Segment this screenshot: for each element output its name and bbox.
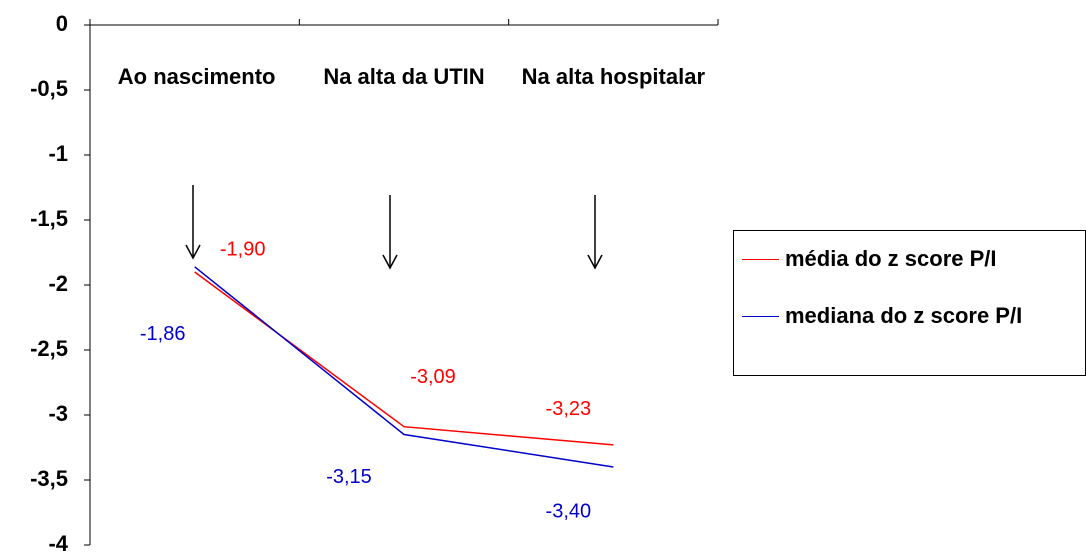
x-tick-label: Na alta hospitalar — [521, 64, 706, 89]
y-tick-label: -4 — [48, 531, 68, 556]
arrow-head — [382, 254, 398, 270]
y-tick-label: -2,5 — [30, 336, 68, 361]
arrows — [185, 185, 603, 270]
value-label: -3,40 — [546, 500, 592, 522]
x-tick-label: Ao nascimento — [117, 64, 276, 89]
series-line — [194, 266, 614, 468]
legend-item: mediana do z score P/I — [734, 302, 1085, 335]
y-tick-label: 0 — [56, 11, 68, 36]
value-label: -3,15 — [326, 466, 372, 488]
y-tick-label: -3,5 — [30, 466, 68, 491]
legend-swatch — [742, 259, 779, 260]
legend-item: média do z score P/I — [734, 245, 1085, 278]
x-tick-label: Na alta da UTIN — [323, 64, 485, 89]
arrow-head — [185, 244, 201, 260]
value-label: -1,86 — [140, 323, 186, 345]
y-tick-label: -1 — [48, 141, 68, 166]
value-label: -3,23 — [546, 398, 592, 420]
value-label: -3,09 — [410, 366, 456, 388]
y-tick-label: -2 — [48, 271, 68, 296]
legend-label: média do z score P/I — [785, 246, 997, 271]
legend: média do z score P/I mediana do z score P… — [733, 230, 1086, 376]
legend-label: mediana do z score P/I — [785, 303, 1023, 328]
value-label: -1,90 — [220, 238, 266, 260]
y-tick-label: -1,5 — [30, 206, 68, 231]
y-tick-label: -3 — [48, 401, 68, 426]
y-tick-label: -0,5 — [30, 76, 68, 101]
legend-swatch — [742, 316, 779, 317]
arrow-head — [587, 254, 603, 270]
